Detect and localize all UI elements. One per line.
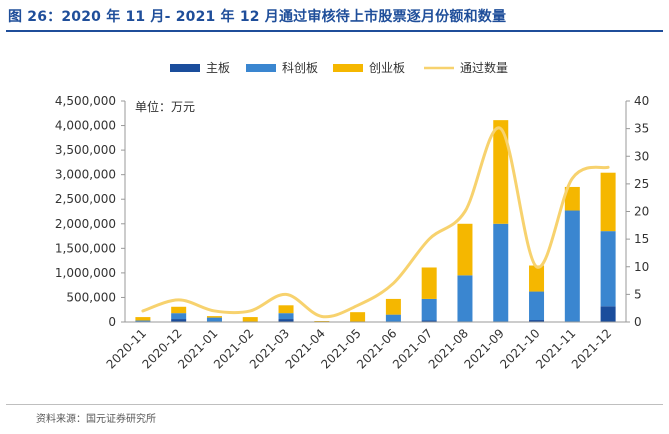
title-divider <box>6 30 663 32</box>
legend-label-3: 通过数量 <box>460 60 508 75</box>
right-tick-label: 20 <box>634 205 649 219</box>
right-tick-label: 25 <box>634 177 649 191</box>
legend-swatch-0 <box>170 64 200 72</box>
right-tick-label: 35 <box>634 122 649 136</box>
left-tick-label: 1,500,000 <box>55 241 116 255</box>
right-tick-label: 15 <box>634 232 649 246</box>
left-tick-label: 4,500,000 <box>55 94 116 108</box>
left-tick-label: 4,000,000 <box>55 119 116 133</box>
bar-1-2021-01 <box>206 317 222 322</box>
bar-2-2020-12 <box>171 306 187 314</box>
left-tick-label: 2,000,000 <box>55 217 116 231</box>
left-tick-label: 500,000 <box>66 290 116 304</box>
right-tick-label: 0 <box>634 315 642 329</box>
left-tick-label: 1,000,000 <box>55 266 116 280</box>
bar-2-2021-02 <box>242 317 258 322</box>
bar-0-2021-12 <box>600 306 616 322</box>
legend-swatch-1 <box>246 64 276 72</box>
chart-legend: 主板 科创板 创业板 通过数量 <box>170 60 508 75</box>
bar-0-2021-03 <box>278 319 294 322</box>
legend-swatch-2 <box>333 64 363 72</box>
left-tick-label: 0 <box>108 315 116 329</box>
bar-2-2021-09 <box>493 120 509 224</box>
legend-label-1: 科创板 <box>282 61 318 75</box>
approved-count-line-layer <box>141 126 610 319</box>
unit-label: 单位：万元 <box>135 99 195 114</box>
bar-1-2021-06 <box>385 314 401 322</box>
approved-count-line <box>141 126 610 319</box>
bar-1-2021-12 <box>600 231 616 307</box>
bar-2-2020-11 <box>135 317 151 321</box>
left-tick-label: 3,000,000 <box>55 168 116 182</box>
bar-2-2021-07 <box>421 267 437 299</box>
legend-label-2: 创业板 <box>369 61 405 75</box>
legend-label-0: 主板 <box>206 61 230 75</box>
left-tick-label: 3,500,000 <box>55 143 116 157</box>
bar-0-2020-12 <box>171 319 187 322</box>
bar-2-2021-12 <box>600 172 616 232</box>
stacked-bars <box>135 120 616 322</box>
bar-0-2021-07 <box>421 320 437 322</box>
bar-1-2021-08 <box>457 275 473 322</box>
bar-1-2020-12 <box>171 313 187 320</box>
bar-1-2021-03 <box>278 313 294 320</box>
figure-title: 图 26：2020 年 11 月- 2021 年 12 月通过审核待上市股票逐月… <box>8 9 507 25</box>
bar-2-2021-06 <box>385 298 401 315</box>
bar-0-2021-10 <box>529 320 545 322</box>
bar-2-2021-10 <box>529 265 545 292</box>
right-tick-label: 10 <box>634 260 649 274</box>
left-y-axis: 0 500,000 1,000,000 1,500,000 2,000,000 2,500… <box>55 94 126 329</box>
bar-1-2021-11 <box>564 210 580 322</box>
bar-1-2021-10 <box>529 291 545 321</box>
bar-1-2020-11 <box>135 320 151 322</box>
bar-2-2021-01 <box>206 316 222 318</box>
x-axis: 2020-112020-122021-012021-022021-032021-… <box>104 321 626 372</box>
x-tick-label: 2021-12 <box>569 326 614 371</box>
bar-2-2021-08 <box>457 223 473 276</box>
bar-1-2021-09 <box>493 223 509 322</box>
right-tick-label: 40 <box>634 94 649 108</box>
source-note: 资料来源：国元证券研究所 <box>36 414 156 425</box>
bar-1-2021-07 <box>421 298 437 321</box>
source-divider <box>6 404 663 405</box>
left-tick-label: 2,500,000 <box>55 192 116 206</box>
bar-2-2021-05 <box>350 312 366 322</box>
right-tick-label: 5 <box>634 287 642 301</box>
right-y-axis: 0 5 10 15 20 25 30 35 40 <box>625 94 649 329</box>
bar-2-2021-03 <box>278 305 294 314</box>
right-tick-label: 30 <box>634 149 649 163</box>
bar-2-2021-11 <box>564 186 580 211</box>
